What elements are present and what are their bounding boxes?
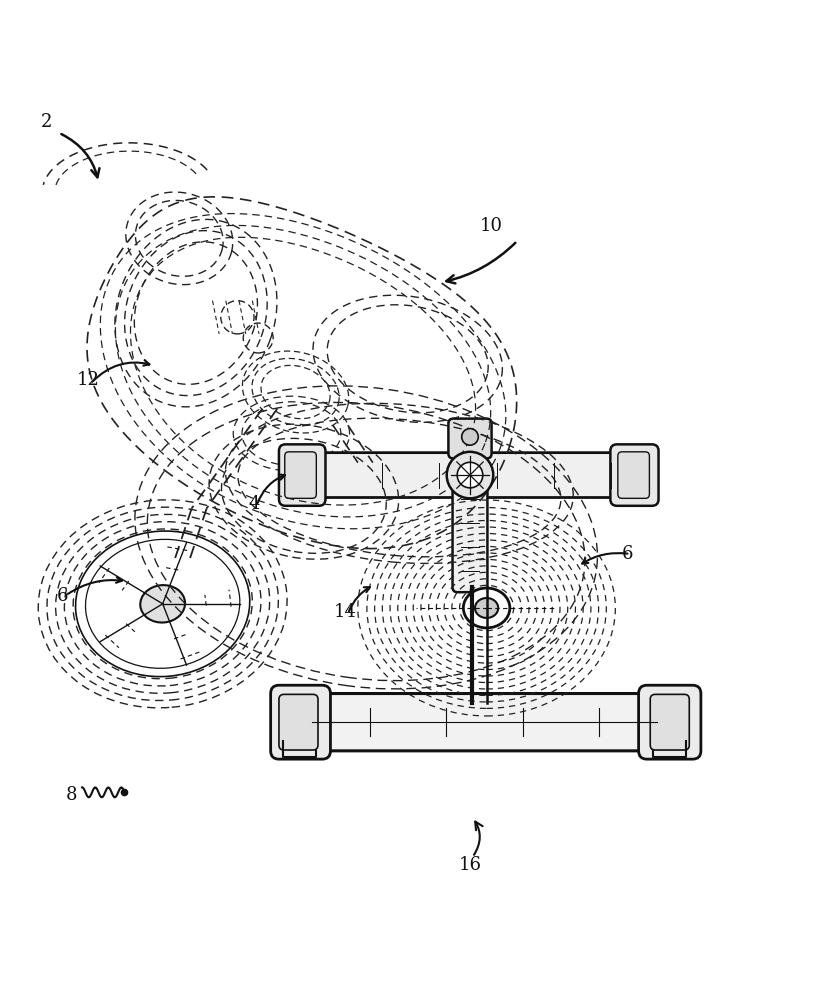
Text: 4: 4 bbox=[248, 495, 260, 513]
Text: 6: 6 bbox=[57, 587, 69, 605]
FancyBboxPatch shape bbox=[448, 419, 492, 458]
FancyBboxPatch shape bbox=[651, 694, 689, 750]
FancyBboxPatch shape bbox=[611, 444, 659, 506]
Circle shape bbox=[447, 452, 493, 498]
FancyBboxPatch shape bbox=[294, 694, 675, 751]
Ellipse shape bbox=[475, 598, 498, 618]
FancyBboxPatch shape bbox=[279, 694, 318, 750]
FancyBboxPatch shape bbox=[453, 486, 488, 592]
Text: 12: 12 bbox=[77, 371, 99, 389]
FancyBboxPatch shape bbox=[618, 452, 650, 498]
Text: 2: 2 bbox=[41, 113, 52, 131]
Text: 10: 10 bbox=[479, 217, 503, 235]
Ellipse shape bbox=[463, 588, 510, 628]
Circle shape bbox=[462, 429, 478, 445]
Circle shape bbox=[458, 462, 483, 488]
Ellipse shape bbox=[141, 585, 185, 623]
Text: 16: 16 bbox=[458, 856, 482, 874]
FancyBboxPatch shape bbox=[279, 444, 325, 506]
FancyBboxPatch shape bbox=[270, 685, 330, 759]
Text: 8: 8 bbox=[66, 786, 77, 804]
FancyBboxPatch shape bbox=[285, 452, 316, 498]
Text: 6: 6 bbox=[622, 545, 633, 563]
FancyBboxPatch shape bbox=[297, 453, 639, 498]
FancyBboxPatch shape bbox=[639, 685, 701, 759]
Text: 14: 14 bbox=[334, 603, 357, 621]
